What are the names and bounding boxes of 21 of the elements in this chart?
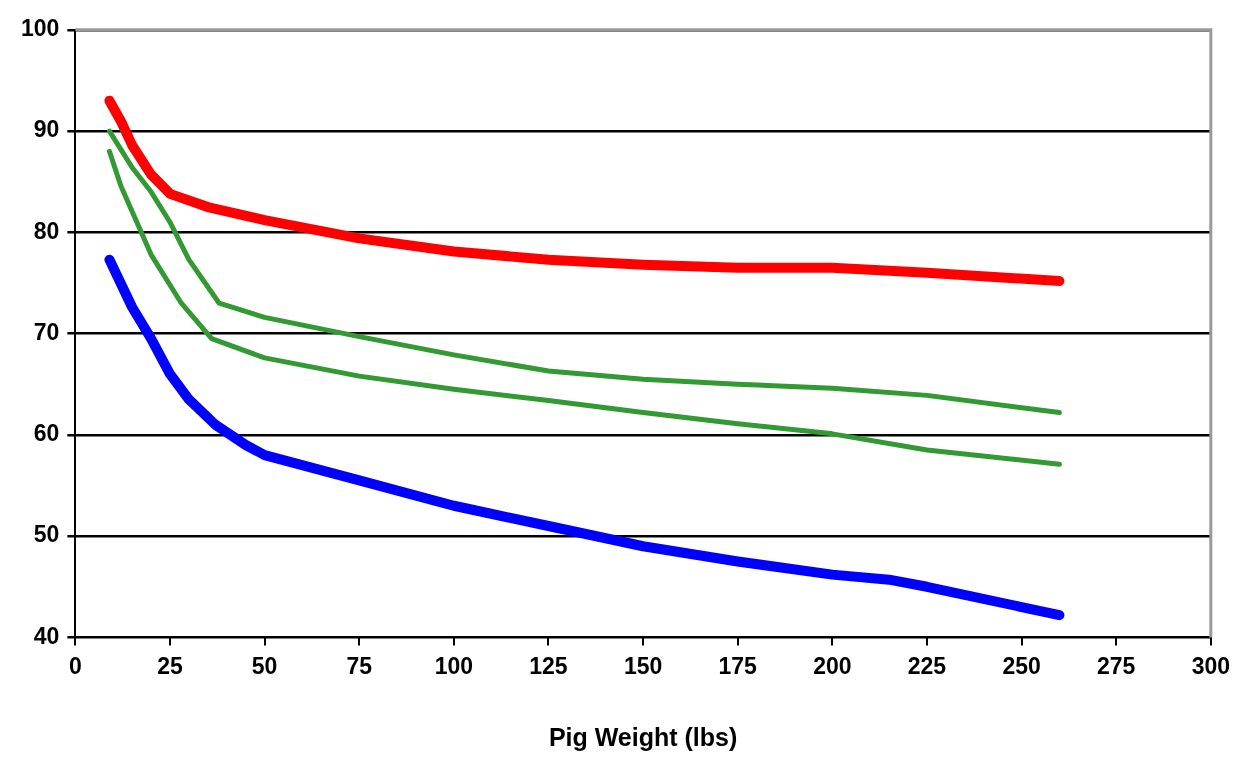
x-tick-label: 25 <box>157 652 183 679</box>
y-tick-label: 90 <box>33 116 60 143</box>
y-tick-label: 70 <box>33 318 60 345</box>
y-tick-label: 40 <box>33 622 60 649</box>
x-tick-label: 225 <box>907 652 947 679</box>
x-tick-label: 300 <box>1191 652 1230 679</box>
y-tick-label: 100 <box>21 15 60 42</box>
x-tick-label: 0 <box>68 652 82 679</box>
y-tick-label: 80 <box>33 217 60 244</box>
x-tick-label: 125 <box>529 652 568 679</box>
y-tick-label: 50 <box>33 521 60 548</box>
x-axis-title: Pig Weight (lbs) <box>548 722 738 751</box>
x-tick-label: 100 <box>434 652 474 679</box>
x-tick-label: 175 <box>718 652 758 679</box>
x-tick-label: 200 <box>813 652 852 679</box>
x-tick-label: 150 <box>623 652 663 679</box>
x-tick-label: 250 <box>1002 652 1041 679</box>
y-tick-label: 60 <box>33 420 60 447</box>
x-tick-label: 50 <box>251 652 278 679</box>
x-tick-label: 75 <box>346 652 373 679</box>
x-tick-label: 275 <box>1097 652 1136 679</box>
